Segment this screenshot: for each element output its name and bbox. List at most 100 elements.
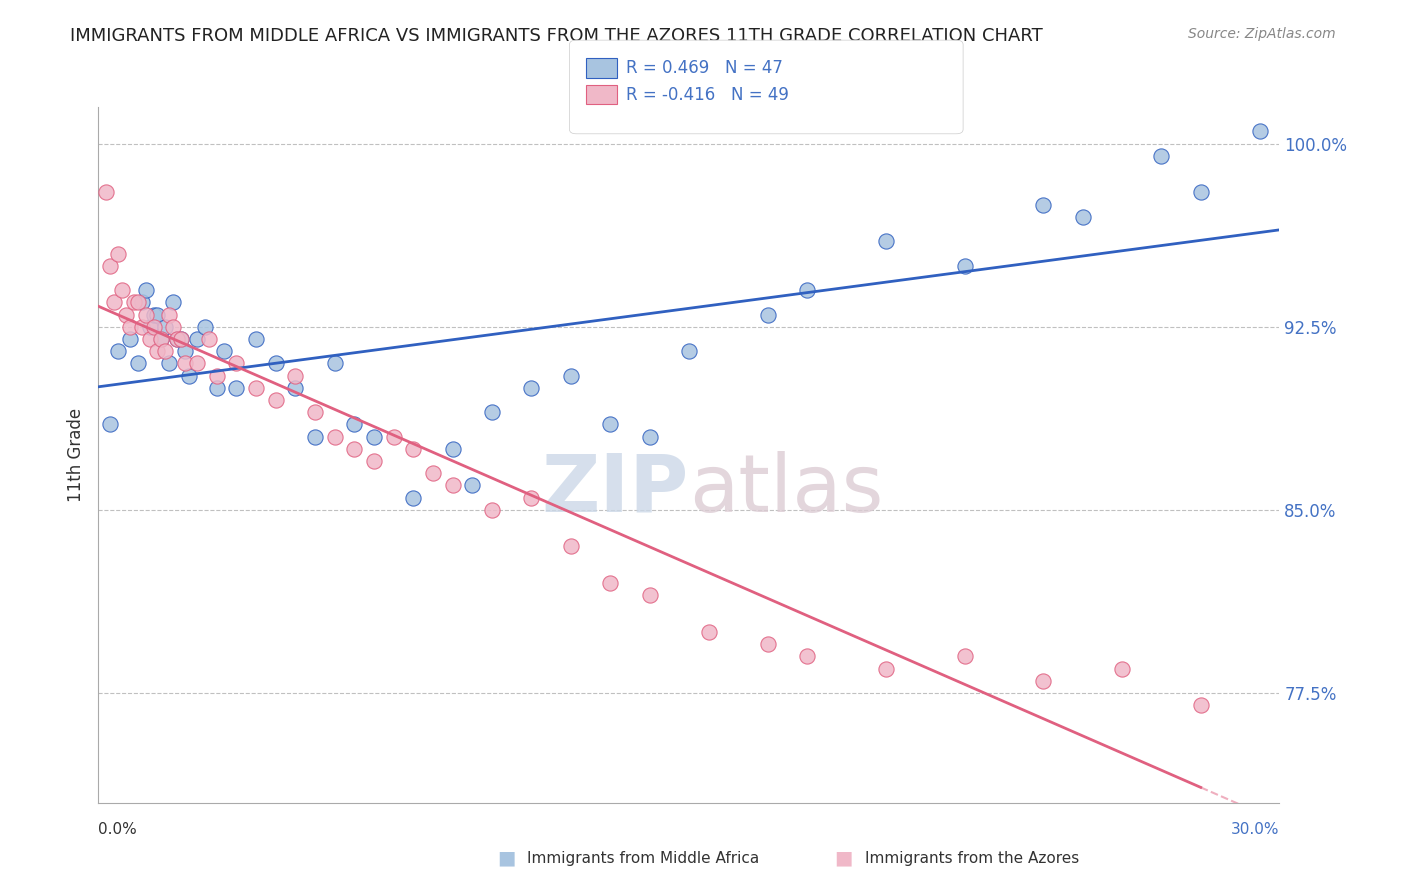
Point — [162, 295, 184, 310]
Point — [875, 235, 897, 249]
Point — [599, 417, 621, 432]
Point — [122, 295, 145, 310]
Point — [461, 478, 484, 492]
Point — [284, 368, 307, 383]
Text: atlas: atlas — [689, 450, 883, 529]
Text: 30.0%: 30.0% — [1232, 822, 1279, 837]
Point — [560, 540, 582, 554]
Point — [225, 356, 247, 370]
Point — [166, 332, 188, 346]
Point — [162, 319, 184, 334]
Point — [245, 332, 267, 346]
Point — [481, 405, 503, 419]
Point — [103, 295, 125, 310]
Point — [363, 454, 385, 468]
Text: 0.0%: 0.0% — [98, 822, 138, 837]
Point — [107, 246, 129, 260]
Point — [638, 429, 661, 443]
Point — [135, 308, 157, 322]
Point — [402, 442, 425, 456]
Point — [194, 319, 217, 334]
Point — [284, 381, 307, 395]
Point — [170, 332, 193, 346]
Point — [138, 319, 160, 334]
Point — [382, 429, 405, 443]
Text: Source: ZipAtlas.com: Source: ZipAtlas.com — [1188, 27, 1336, 41]
Point — [441, 478, 464, 492]
Text: IMMIGRANTS FROM MIDDLE AFRICA VS IMMIGRANTS FROM THE AZORES 11TH GRADE CORRELATI: IMMIGRANTS FROM MIDDLE AFRICA VS IMMIGRA… — [70, 27, 1043, 45]
Point — [131, 295, 153, 310]
Point — [363, 429, 385, 443]
Point — [1071, 210, 1094, 224]
Point — [157, 308, 180, 322]
Point — [186, 332, 208, 346]
Text: R = -0.416   N = 49: R = -0.416 N = 49 — [626, 86, 789, 103]
Point — [174, 344, 197, 359]
Point — [796, 283, 818, 297]
Point — [1032, 197, 1054, 211]
Point — [98, 259, 121, 273]
Point — [953, 649, 976, 664]
Point — [170, 332, 193, 346]
Point — [155, 344, 177, 359]
Point — [150, 332, 173, 346]
Point — [796, 649, 818, 664]
Point — [323, 429, 346, 443]
Point — [107, 344, 129, 359]
Point — [638, 588, 661, 602]
Point — [343, 442, 366, 456]
Point — [520, 381, 543, 395]
Text: ■: ■ — [496, 848, 516, 867]
Point — [142, 319, 165, 334]
Text: Immigrants from the Azores: Immigrants from the Azores — [865, 852, 1078, 866]
Point — [560, 368, 582, 383]
Point — [127, 295, 149, 310]
Point — [1150, 149, 1173, 163]
Point — [756, 637, 779, 651]
Point — [225, 381, 247, 395]
Point — [111, 283, 134, 297]
Point — [214, 344, 236, 359]
Point — [146, 344, 169, 359]
Point — [135, 283, 157, 297]
Point — [323, 356, 346, 370]
Point — [1189, 186, 1212, 200]
Point — [157, 356, 180, 370]
Y-axis label: 11th Grade: 11th Grade — [66, 408, 84, 502]
Text: ■: ■ — [834, 848, 853, 867]
Point — [186, 356, 208, 370]
Point — [131, 319, 153, 334]
Point — [953, 259, 976, 273]
Point — [520, 491, 543, 505]
Point — [98, 417, 121, 432]
Point — [245, 381, 267, 395]
Point — [697, 624, 720, 639]
Point — [1189, 698, 1212, 713]
Text: ZIP: ZIP — [541, 450, 689, 529]
Point — [142, 308, 165, 322]
Point — [1032, 673, 1054, 688]
Point — [115, 308, 138, 322]
Point — [174, 356, 197, 370]
Point — [343, 417, 366, 432]
Point — [402, 491, 425, 505]
Point — [599, 576, 621, 591]
Point — [304, 429, 326, 443]
Point — [205, 368, 228, 383]
Point — [205, 381, 228, 395]
Text: R = 0.469   N = 47: R = 0.469 N = 47 — [626, 59, 783, 77]
Point — [1111, 661, 1133, 675]
Point — [304, 405, 326, 419]
Point — [481, 503, 503, 517]
Point — [264, 392, 287, 407]
Point — [127, 356, 149, 370]
Point — [197, 332, 219, 346]
Point — [756, 308, 779, 322]
Point — [422, 467, 444, 481]
Point — [441, 442, 464, 456]
Point — [96, 186, 118, 200]
Point — [264, 356, 287, 370]
Point — [166, 332, 188, 346]
Point — [150, 332, 173, 346]
Text: Immigrants from Middle Africa: Immigrants from Middle Africa — [527, 852, 759, 866]
